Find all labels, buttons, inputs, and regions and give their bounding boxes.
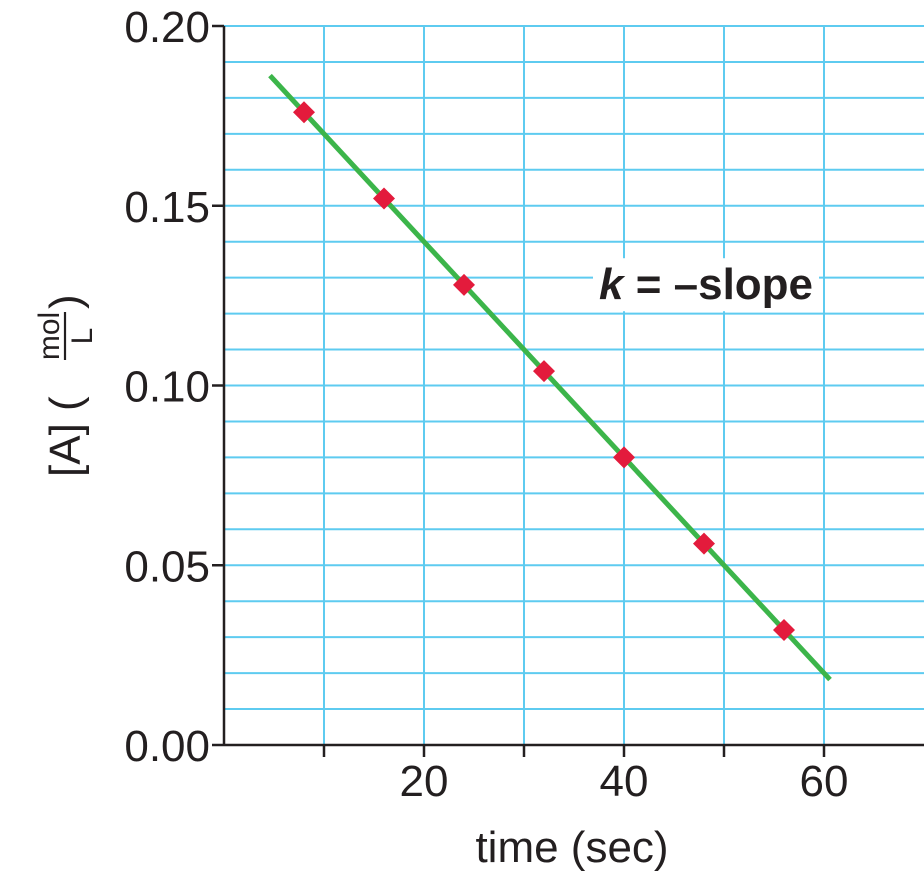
x-tick-labels: 20 40 60 xyxy=(400,757,849,806)
x-tick-label: 40 xyxy=(600,757,649,806)
data-point xyxy=(613,446,635,469)
grid xyxy=(224,25,924,745)
y-tick-label: 0.05 xyxy=(124,542,210,591)
y-tick-label: 0.10 xyxy=(124,363,210,412)
y-tick-label: 0.00 xyxy=(124,722,210,771)
x-tick-label: 60 xyxy=(800,757,849,806)
data-point xyxy=(373,187,395,210)
annotation-rest: = –slope xyxy=(623,260,813,309)
y-tick-label: 0.15 xyxy=(124,183,210,232)
y-axis-title-main: [A] ( xyxy=(41,396,90,477)
x-tick-label: 20 xyxy=(400,757,449,806)
data-point xyxy=(293,101,315,124)
axes xyxy=(212,24,924,757)
data-points xyxy=(293,101,795,641)
y-axis-unit-denominator: L xyxy=(66,328,99,345)
y-tick-labels: 0.00 0.05 0.10 0.15 0.20 xyxy=(124,3,210,771)
fit-line-group xyxy=(268,73,832,682)
data-point xyxy=(453,273,475,296)
data-point xyxy=(773,618,795,641)
y-axis-unit-numerator: mol xyxy=(33,312,66,360)
fit-line xyxy=(268,73,832,682)
y-axis-title: [A] ( mol L ) xyxy=(33,294,99,477)
y-tick-label: 0.20 xyxy=(124,3,210,52)
slope-annotation: k = –slope xyxy=(599,260,813,309)
x-axis-title: time (sec) xyxy=(475,823,668,872)
y-axis-title-close: ) xyxy=(41,294,90,309)
data-point xyxy=(533,360,555,383)
annotation-background xyxy=(593,258,820,312)
annotation-k: k xyxy=(599,260,626,309)
data-point xyxy=(693,532,715,555)
